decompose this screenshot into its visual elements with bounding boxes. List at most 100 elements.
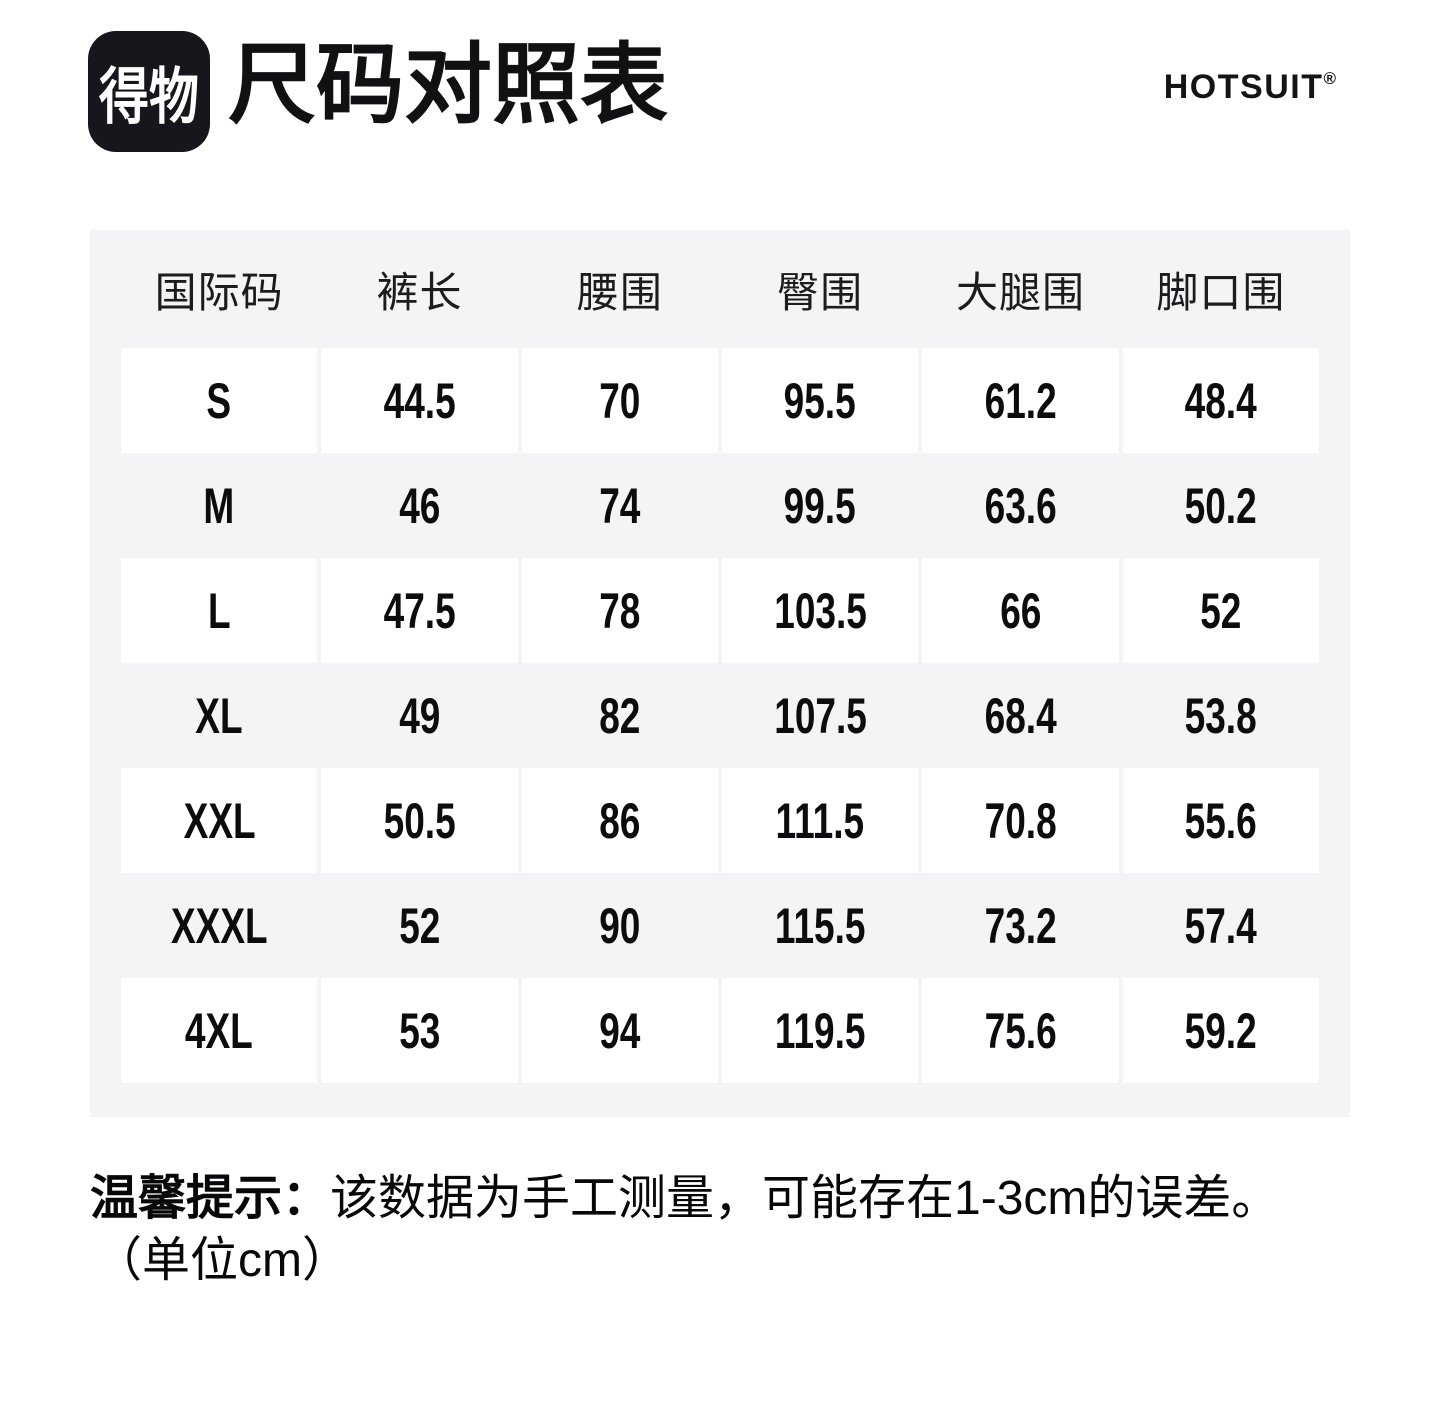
value-cell: 115.5 (722, 873, 918, 978)
size-table-panel: 国际码 裤长 腰围 臀围 大腿围 脚口围 S 44.5 70 95.5 61.2 48.4 M 46 74… (90, 230, 1350, 1117)
value-cell: 46 (321, 453, 517, 558)
dewu-logo-text: 得物 (99, 62, 199, 131)
value-cell: 57.4 (1123, 873, 1319, 978)
brand-name: HOTSUIT (1163, 68, 1324, 106)
size-label: XXXL (170, 897, 268, 954)
value-cell: 50.5 (321, 768, 518, 873)
table-row: M 46 74 99.5 63.6 50.2 (121, 453, 1319, 558)
column-header: 腰围 (576, 268, 663, 316)
value-text: 111.5 (775, 792, 865, 849)
value-cell: 47.5 (321, 558, 518, 663)
value-text: 44.5 (383, 372, 456, 429)
value-cell: 52 (1122, 558, 1319, 663)
footnote-line2: （单位cm） (94, 1234, 350, 1287)
value-cell: 61.2 (922, 348, 1119, 453)
table-row: XXXL 52 90 115.5 73.2 57.4 (121, 873, 1319, 978)
value-text: 57.4 (1184, 897, 1257, 954)
size-label: XL (195, 687, 243, 744)
value-text: 49 (398, 687, 441, 744)
value-text: 74 (599, 477, 641, 534)
value-cell: 73.2 (922, 873, 1118, 978)
value-text: 52 (1200, 582, 1242, 639)
value-cell: 78 (521, 558, 718, 663)
value-text: 68.4 (984, 687, 1057, 744)
value-cell: 44.5 (321, 348, 518, 453)
value-cell: 53.8 (1123, 663, 1319, 768)
value-text: 78 (599, 582, 641, 639)
value-text: 82 (599, 687, 641, 744)
value-text: 50.2 (1184, 477, 1257, 534)
page-title: 尺码对照表 (228, 35, 669, 134)
value-cell: 82 (522, 663, 718, 768)
size-cell: XXXL (121, 873, 317, 978)
value-cell: 107.5 (722, 663, 918, 768)
value-cell: 86 (521, 768, 718, 873)
value-text: 61.2 (984, 372, 1057, 429)
footnote: 温馨提示：该数据为手工测量，可能存在1-3cm的误差。 （单位cm） (90, 1168, 1390, 1292)
value-text: 103.5 (773, 582, 867, 639)
value-text: 53 (398, 1002, 441, 1059)
value-cell: 63.6 (922, 453, 1118, 558)
value-text: 52 (398, 897, 441, 954)
table-row: S 44.5 70 95.5 61.2 48.4 (121, 348, 1319, 453)
value-cell: 95.5 (721, 348, 919, 453)
value-cell: 48.4 (1122, 348, 1319, 453)
value-cell: 75.6 (922, 978, 1119, 1083)
value-text: 59.2 (1184, 1002, 1257, 1059)
column-header: 裤长 (376, 268, 463, 316)
value-text: 47.5 (383, 582, 456, 639)
value-text: 86 (599, 792, 641, 849)
value-text: 66 (999, 582, 1042, 639)
value-cell: 94 (521, 978, 718, 1083)
size-cell: M (121, 453, 317, 558)
size-label: L (207, 582, 231, 639)
value-text: 90 (599, 897, 641, 954)
value-cell: 74 (522, 453, 718, 558)
value-cell: 53 (321, 978, 518, 1083)
value-text: 99.5 (784, 477, 857, 534)
dewu-logo: 得物 (88, 31, 210, 152)
table-row: 4XL 53 94 119.5 75.6 59.2 (121, 978, 1319, 1083)
value-cell: 70.8 (922, 768, 1119, 873)
column-header: 脚口围 (1156, 268, 1286, 316)
column-header: 臀围 (777, 268, 864, 316)
footnote-label: 温馨提示： (90, 1172, 331, 1225)
brand-logo: HOTSUIT® (1164, 68, 1336, 107)
value-text: 63.6 (984, 477, 1057, 534)
value-cell: 103.5 (721, 558, 919, 663)
value-text: 50.5 (383, 792, 456, 849)
value-cell: 55.6 (1122, 768, 1319, 873)
value-cell: 70 (521, 348, 718, 453)
value-text: 48.4 (1184, 372, 1257, 429)
value-cell: 119.5 (721, 978, 919, 1083)
value-text: 95.5 (784, 372, 857, 429)
value-cell: 52 (321, 873, 517, 978)
value-text: 94 (599, 1002, 641, 1059)
table-row: XXL 50.5 86 111.5 70.8 55.6 (121, 768, 1319, 873)
table-body: S 44.5 70 95.5 61.2 48.4 M 46 74 99.5 63.6 50.2 L 47.… (121, 348, 1319, 1083)
size-cell: L (121, 558, 318, 663)
size-label: XXL (183, 792, 256, 849)
footnote-line1: 温馨提示：该数据为手工测量，可能存在1-3cm的误差。 (90, 1168, 1390, 1230)
table-row: L 47.5 78 103.5 66 52 (121, 558, 1319, 663)
value-text: 53.8 (1184, 687, 1257, 744)
column-header: 大腿围 (955, 268, 1085, 316)
size-label: S (206, 372, 232, 429)
value-text: 115.5 (774, 897, 866, 954)
table-row: XL 49 82 107.5 68.4 53.8 (121, 663, 1319, 768)
size-label: 4XL (185, 1002, 254, 1059)
value-cell: 49 (321, 663, 517, 768)
column-header: 国际码 (154, 268, 284, 316)
value-text: 107.5 (773, 687, 867, 744)
value-cell: 90 (522, 873, 718, 978)
size-cell: S (121, 348, 318, 453)
value-cell: 59.2 (1122, 978, 1319, 1083)
value-text: 75.6 (984, 1002, 1057, 1059)
value-text: 70 (599, 372, 641, 429)
table-header-row: 国际码 裤长 腰围 臀围 大腿围 脚口围 (121, 230, 1319, 348)
value-cell: 66 (922, 558, 1119, 663)
value-cell: 50.2 (1123, 453, 1319, 558)
size-cell: XL (121, 663, 317, 768)
value-cell: 99.5 (722, 453, 918, 558)
size-cell: XXL (121, 768, 318, 873)
